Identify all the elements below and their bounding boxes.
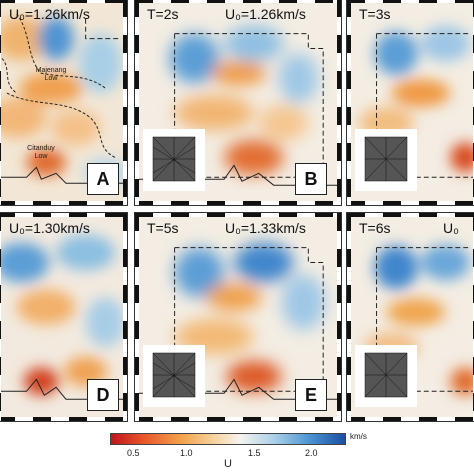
scale-bar xyxy=(0,0,127,3)
panel-title: U₀=1.30km/s xyxy=(9,220,90,236)
scale-bar xyxy=(347,213,351,421)
colorbar-unit: km/s xyxy=(350,432,367,441)
scale-bar xyxy=(123,0,127,205)
scale-bar xyxy=(347,213,474,217)
panel-title-velocity: U₀=1.33km/s xyxy=(225,220,306,236)
scale-bar xyxy=(123,213,127,421)
scale-bar xyxy=(347,201,474,205)
panel-title-velocity: U₀=1.26km/s xyxy=(225,6,306,22)
region-label-citanduy: Citanduy Low xyxy=(27,145,55,160)
panel-title: T=3s xyxy=(359,6,391,22)
scale-bar xyxy=(0,201,127,205)
ray-path-inset xyxy=(143,345,205,407)
ray-path-inset xyxy=(143,129,205,191)
scale-bar xyxy=(337,0,341,205)
region-label-majenang: Majenang Low xyxy=(35,67,67,82)
panel-title: T=2s xyxy=(147,6,179,22)
scale-bar xyxy=(135,0,139,205)
panel-letter: A xyxy=(87,163,119,195)
ray-path-inset xyxy=(355,345,417,407)
scale-bar xyxy=(347,0,474,3)
scale-bar xyxy=(135,417,341,421)
scale-bar xyxy=(135,201,341,205)
map-panel-f: T=6s U₀ xyxy=(346,212,474,422)
panel-title: T=5s xyxy=(147,220,179,236)
panel-letter: D xyxy=(87,379,119,411)
scale-bar xyxy=(135,213,341,217)
map-panel-e: T=5s U₀=1.33km/s E xyxy=(134,212,342,422)
colorbar-tick: 2.0 xyxy=(305,448,318,458)
colorbar-tick: 0.5 xyxy=(127,448,140,458)
velocity-map xyxy=(135,0,341,205)
velocity-map xyxy=(0,0,127,205)
velocity-colorbar xyxy=(110,433,346,445)
map-panel-b: T=2s U₀=1.26km/s B xyxy=(134,0,342,206)
ray-path-inset xyxy=(355,129,417,191)
panel-letter: B xyxy=(295,163,327,195)
scale-bar xyxy=(0,213,1,421)
scale-bar xyxy=(0,417,127,421)
colorbar-tick: 1.0 xyxy=(180,448,193,458)
velocity-map xyxy=(0,213,127,421)
colorbar-tick: 1.5 xyxy=(248,448,261,458)
scale-bar xyxy=(135,213,139,421)
panel-letter: E xyxy=(295,379,327,411)
map-panel-c: T=3s xyxy=(346,0,474,206)
scale-bar xyxy=(347,417,474,421)
scale-bar xyxy=(337,213,341,421)
map-panel-d: U₀=1.30km/s D xyxy=(0,212,128,422)
panel-title: T=6s xyxy=(359,220,391,236)
colorbar-label: U xyxy=(224,458,232,470)
scale-bar xyxy=(347,0,351,205)
panel-title-velocity: U₀ xyxy=(443,220,459,236)
scale-bar xyxy=(0,213,127,217)
panel-title: U₀=1.26km/s xyxy=(9,6,90,22)
scale-bar xyxy=(0,0,1,205)
scale-bar xyxy=(135,0,341,3)
map-panel-a: U₀=1.26km/s Majenang Low Citanduy Low A xyxy=(0,0,128,206)
